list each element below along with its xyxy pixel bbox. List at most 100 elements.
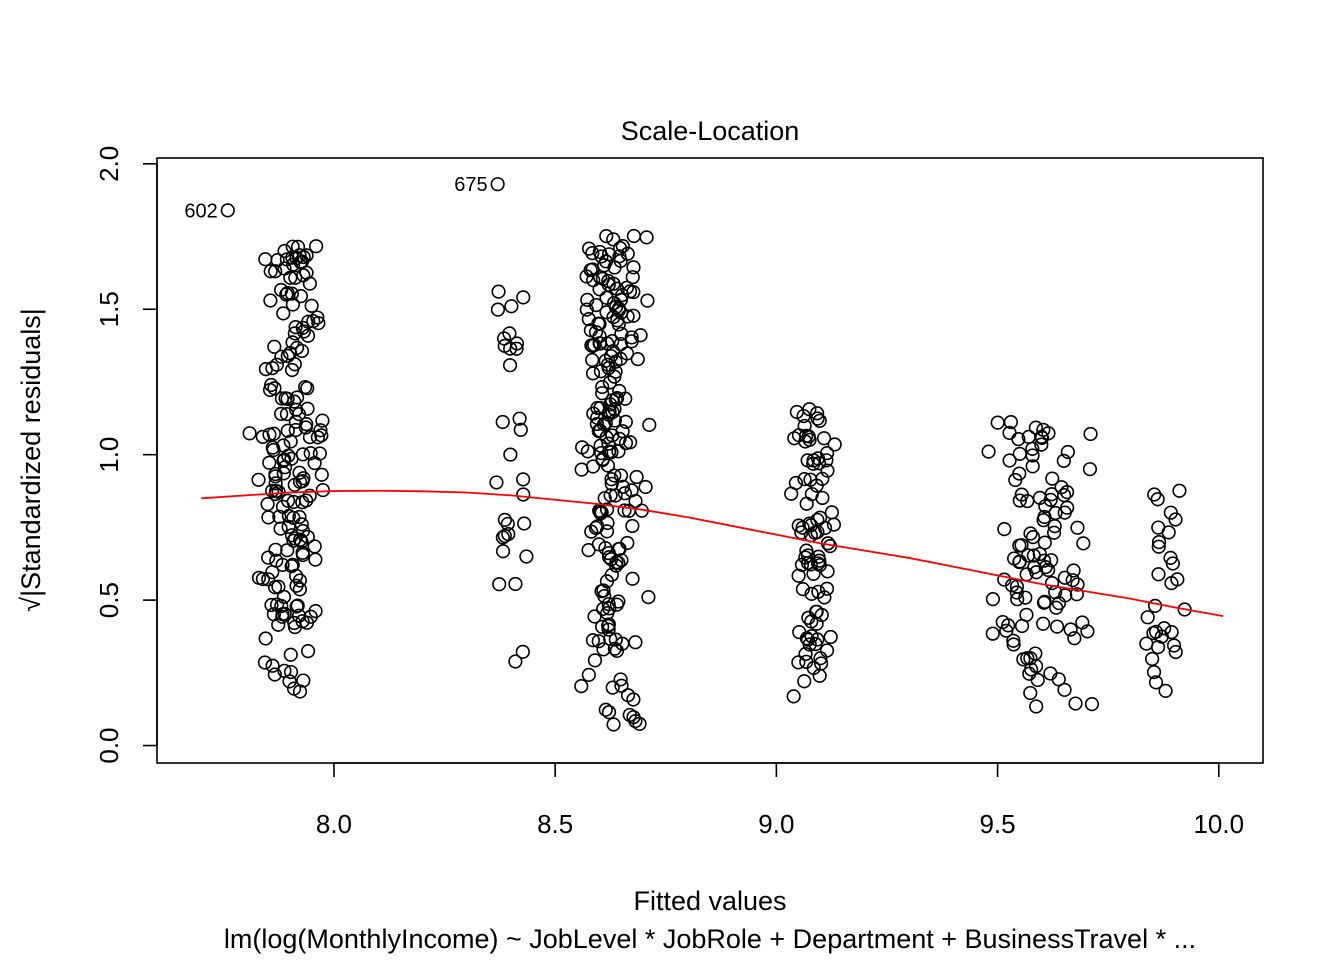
data-point <box>1024 662 1039 677</box>
data-point <box>292 465 307 480</box>
data-point <box>1168 512 1183 527</box>
model-formula-caption: lm(log(MonthlyIncome) ~ JobLevel * JobRo… <box>224 924 1196 954</box>
data-point <box>611 594 626 609</box>
data-point <box>990 415 1005 430</box>
data-point <box>1067 631 1082 646</box>
data-point <box>292 573 308 588</box>
data-point <box>1044 487 1059 502</box>
data-point <box>613 351 628 366</box>
data-point <box>601 247 617 262</box>
data-point <box>1161 525 1176 540</box>
data-point <box>307 539 322 554</box>
data-point <box>299 248 314 263</box>
data-point <box>502 358 518 373</box>
data-point <box>285 335 300 350</box>
data-point <box>600 515 615 531</box>
data-point <box>1057 570 1072 585</box>
data-point <box>299 265 314 280</box>
data-point <box>1140 610 1155 625</box>
data-point <box>1058 588 1073 603</box>
data-point <box>798 646 813 662</box>
data-point <box>261 510 276 525</box>
data-point <box>263 293 278 308</box>
data-point <box>641 590 656 605</box>
data-point <box>1018 590 1033 605</box>
data-point <box>287 326 302 341</box>
x-tick-label: 8.0 <box>316 809 352 839</box>
data-point <box>313 423 328 438</box>
data-point <box>255 571 271 587</box>
data-point <box>612 383 627 399</box>
data-point <box>509 336 525 351</box>
data-point <box>812 553 827 568</box>
data-point <box>607 641 622 656</box>
data-point <box>1070 520 1085 535</box>
data-point <box>600 336 615 351</box>
data-point <box>613 468 629 483</box>
data-point <box>800 632 816 647</box>
data-point <box>628 635 643 650</box>
data-point <box>266 442 281 458</box>
data-point <box>1049 600 1064 615</box>
data-point <box>800 548 816 563</box>
data-point <box>1036 595 1052 610</box>
data-point <box>1044 575 1060 591</box>
data-point <box>279 287 294 302</box>
data-point <box>286 510 301 525</box>
data-point <box>594 584 609 599</box>
data-point <box>602 601 617 616</box>
data-point <box>788 475 804 491</box>
data-point <box>1014 487 1029 502</box>
data-point <box>268 542 283 557</box>
data-point <box>1006 637 1021 652</box>
data-point <box>809 478 824 493</box>
data-point <box>626 260 641 275</box>
data-point <box>1172 483 1187 498</box>
data-point <box>274 349 289 364</box>
data-point <box>1014 618 1030 634</box>
data-point <box>618 414 633 429</box>
data-point <box>285 557 300 572</box>
data-point <box>786 689 801 704</box>
data-point <box>283 664 299 680</box>
data-point <box>628 494 643 509</box>
data-point <box>598 702 613 717</box>
data-point <box>513 422 528 437</box>
data-point <box>495 530 510 545</box>
data-point <box>1145 651 1160 667</box>
data-point <box>585 633 601 648</box>
data-point <box>997 522 1012 537</box>
data-point <box>502 326 517 341</box>
data-point <box>1166 638 1182 653</box>
data-point <box>1012 493 1027 508</box>
data-point <box>300 328 316 343</box>
data-point <box>629 469 644 485</box>
data-point <box>1151 567 1166 582</box>
data-point <box>262 427 277 442</box>
data-point <box>820 463 835 478</box>
data-point <box>1002 453 1017 468</box>
data-point <box>512 411 527 426</box>
data-point <box>1035 616 1051 631</box>
scatter-points <box>220 177 1192 732</box>
data-point <box>813 651 828 666</box>
data-point <box>1151 534 1167 550</box>
data-point <box>262 382 278 398</box>
x-tick-label: 9.0 <box>758 809 794 839</box>
data-point <box>1082 462 1098 477</box>
data-point <box>261 550 276 565</box>
data-point <box>270 252 285 268</box>
data-point <box>589 416 604 432</box>
data-point <box>614 678 629 693</box>
data-point <box>315 413 330 428</box>
data-point <box>812 558 827 573</box>
data-point <box>516 472 531 487</box>
data-point <box>797 472 812 487</box>
outlier-label: 602 <box>184 200 217 222</box>
data-point <box>581 667 596 683</box>
data-point <box>604 567 619 582</box>
data-point <box>268 264 283 279</box>
data-point <box>315 482 330 498</box>
data-point <box>595 619 610 634</box>
data-point <box>280 285 295 301</box>
